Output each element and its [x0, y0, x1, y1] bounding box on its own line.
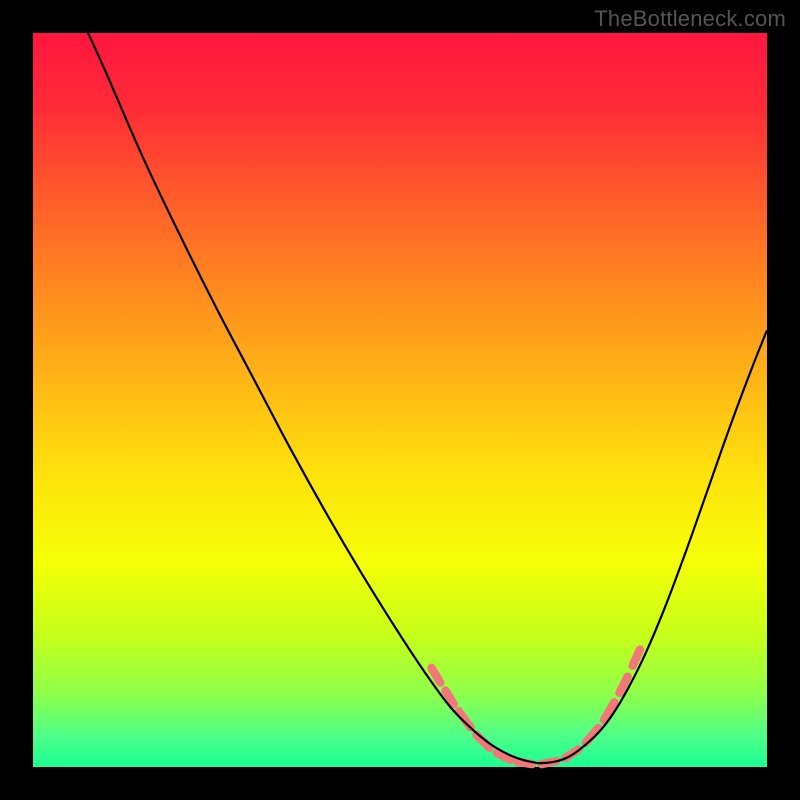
marker-dash	[604, 702, 614, 720]
chart-root: TheBottleneck.com	[0, 0, 800, 800]
chart-lines	[0, 0, 800, 800]
right-curve	[539, 330, 767, 763]
marker-dash	[432, 668, 441, 683]
left-curve	[88, 33, 539, 763]
marker-band	[432, 650, 640, 765]
marker-dash	[633, 650, 640, 666]
watermark-text: TheBottleneck.com	[594, 6, 786, 32]
